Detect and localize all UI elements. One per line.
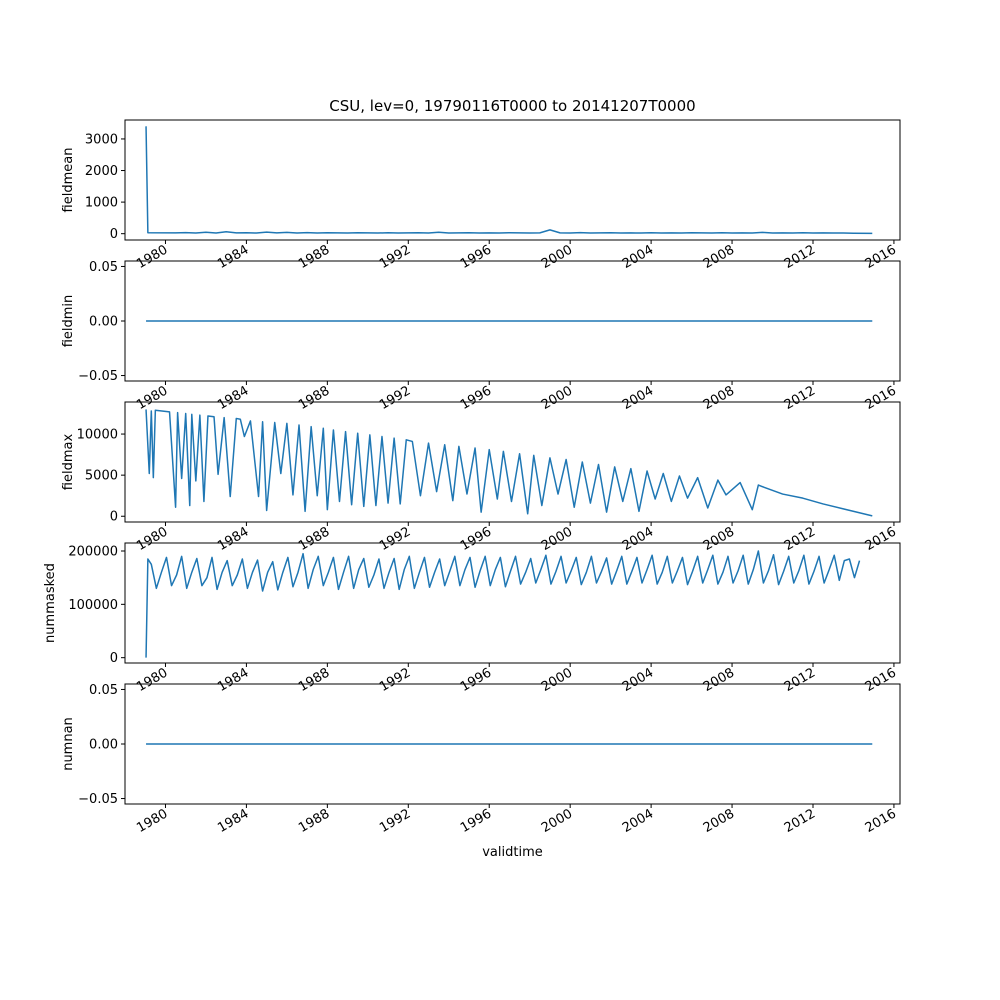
x-tick-label: 1996 <box>458 383 494 413</box>
x-tick-label: 1984 <box>215 524 251 554</box>
x-tick-label: 1980 <box>134 383 170 413</box>
y-axis-label: nummasked <box>43 563 58 643</box>
x-tick-label: 2004 <box>620 383 656 413</box>
y-tick-label: 10000 <box>77 428 118 443</box>
subplot-fieldmin: −0.05 0.00 0.05 fieldmin 1980 1984 1988 1992 199… <box>61 260 901 413</box>
x-tick-label: 1992 <box>377 242 413 272</box>
x-tick-label: 1980 <box>134 665 170 695</box>
y-tick-label: −0.05 <box>78 792 118 807</box>
x-tick-label: 2000 <box>539 242 575 272</box>
axes-frame <box>124 542 901 664</box>
x-tick-label: 2012 <box>782 524 818 554</box>
x-tick-label: 2008 <box>701 383 737 413</box>
x-tick-label: 1980 <box>134 524 170 554</box>
x-tick-label: 2008 <box>701 806 737 836</box>
x-tick-label: 1988 <box>296 383 332 413</box>
y-tick-label: 2000 <box>85 164 118 179</box>
y-axis-label: fieldmin <box>61 295 76 348</box>
x-tick-label: 1984 <box>215 806 251 836</box>
y-axis-label: numnan <box>61 717 76 771</box>
subplot-numnan: −0.05 0.00 0.05 numnan 1980 1984 1988 1992 1996 2… <box>61 683 901 836</box>
x-tick-label: 2008 <box>701 665 737 695</box>
x-tick-label: 2000 <box>539 524 575 554</box>
y-axis-label: fieldmax <box>61 434 76 491</box>
y-tick-label: 200000 <box>68 545 118 560</box>
y-axis-label: fieldmean <box>61 148 76 213</box>
x-tick-label: 1996 <box>458 242 494 272</box>
axes-frame <box>124 401 901 523</box>
x-tick-label: 1992 <box>377 383 413 413</box>
subplot-nummasked: 0 100000 200000 nummasked 1980 1984 1988 1992 19… <box>43 542 901 695</box>
x-tick-label: 2008 <box>701 524 737 554</box>
x-tick-label: 1992 <box>377 806 413 836</box>
x-tick-label: 1988 <box>296 242 332 272</box>
y-tick-label: 5000 <box>85 469 118 484</box>
x-tick-label: 2004 <box>620 524 656 554</box>
y-tick-label: −0.05 <box>78 369 118 384</box>
x-tick-label: 1988 <box>296 806 332 836</box>
y-tick-label: 0 <box>110 510 118 525</box>
y-tick-label: 1000 <box>85 196 118 211</box>
y-tick-label: 3000 <box>85 132 118 147</box>
chart-title: CSU, lev=0, 19790116T0000 to 20141207T00… <box>329 97 695 115</box>
subplots-group: 0 1000 2000 3000 fieldmean 1980 1984 1988 1992 19… <box>43 119 901 836</box>
x-tick-label: 2000 <box>539 383 575 413</box>
x-tick-label: 2016 <box>863 524 899 554</box>
x-tick-label: 1980 <box>134 806 170 836</box>
x-tick-label: 1996 <box>458 524 494 554</box>
y-tick-label: 100000 <box>68 598 118 613</box>
x-tick-label: 2012 <box>782 665 818 695</box>
x-tick-label: 2012 <box>782 242 818 272</box>
x-tick-label: 1984 <box>215 665 251 695</box>
series-line-fieldmax <box>145 409 873 517</box>
x-tick-label: 1992 <box>377 524 413 554</box>
y-tick-label: 0.05 <box>89 260 118 275</box>
subplot-fieldmean: 0 1000 2000 3000 fieldmean 1980 1984 1988 1992 19… <box>61 119 901 272</box>
x-tick-label: 2004 <box>620 806 656 836</box>
x-axis-label: validtime <box>482 845 543 860</box>
y-tick-label: 0.00 <box>89 315 118 330</box>
x-tick-label: 2016 <box>863 806 899 836</box>
x-tick-label: 2000 <box>539 665 575 695</box>
x-tick-label: 1980 <box>134 242 170 272</box>
x-tick-label: 2000 <box>539 806 575 836</box>
x-tick-label: 1996 <box>458 665 494 695</box>
y-tick-label: 0 <box>110 651 118 666</box>
series-line-fieldmean <box>145 126 873 235</box>
y-tick-label: 0.00 <box>89 738 118 753</box>
x-tick-label: 2016 <box>863 665 899 695</box>
x-tick-label: 2008 <box>701 242 737 272</box>
x-tick-label: 1988 <box>296 665 332 695</box>
x-tick-label: 2012 <box>782 383 818 413</box>
series-line-nummasked <box>145 550 861 658</box>
x-tick-label: 1984 <box>215 383 251 413</box>
x-tick-label: 2016 <box>863 242 899 272</box>
x-tick-label: 2016 <box>863 383 899 413</box>
y-tick-label: 0.05 <box>89 683 118 698</box>
x-tick-label: 1984 <box>215 242 251 272</box>
x-tick-label: 2004 <box>620 242 656 272</box>
x-tick-label: 2004 <box>620 665 656 695</box>
x-tick-label: 1996 <box>458 806 494 836</box>
x-tick-label: 1992 <box>377 665 413 695</box>
axes-frame <box>124 119 901 241</box>
y-tick-label: 0 <box>110 227 118 242</box>
x-tick-label: 1988 <box>296 524 332 554</box>
x-tick-label: 2012 <box>782 806 818 836</box>
